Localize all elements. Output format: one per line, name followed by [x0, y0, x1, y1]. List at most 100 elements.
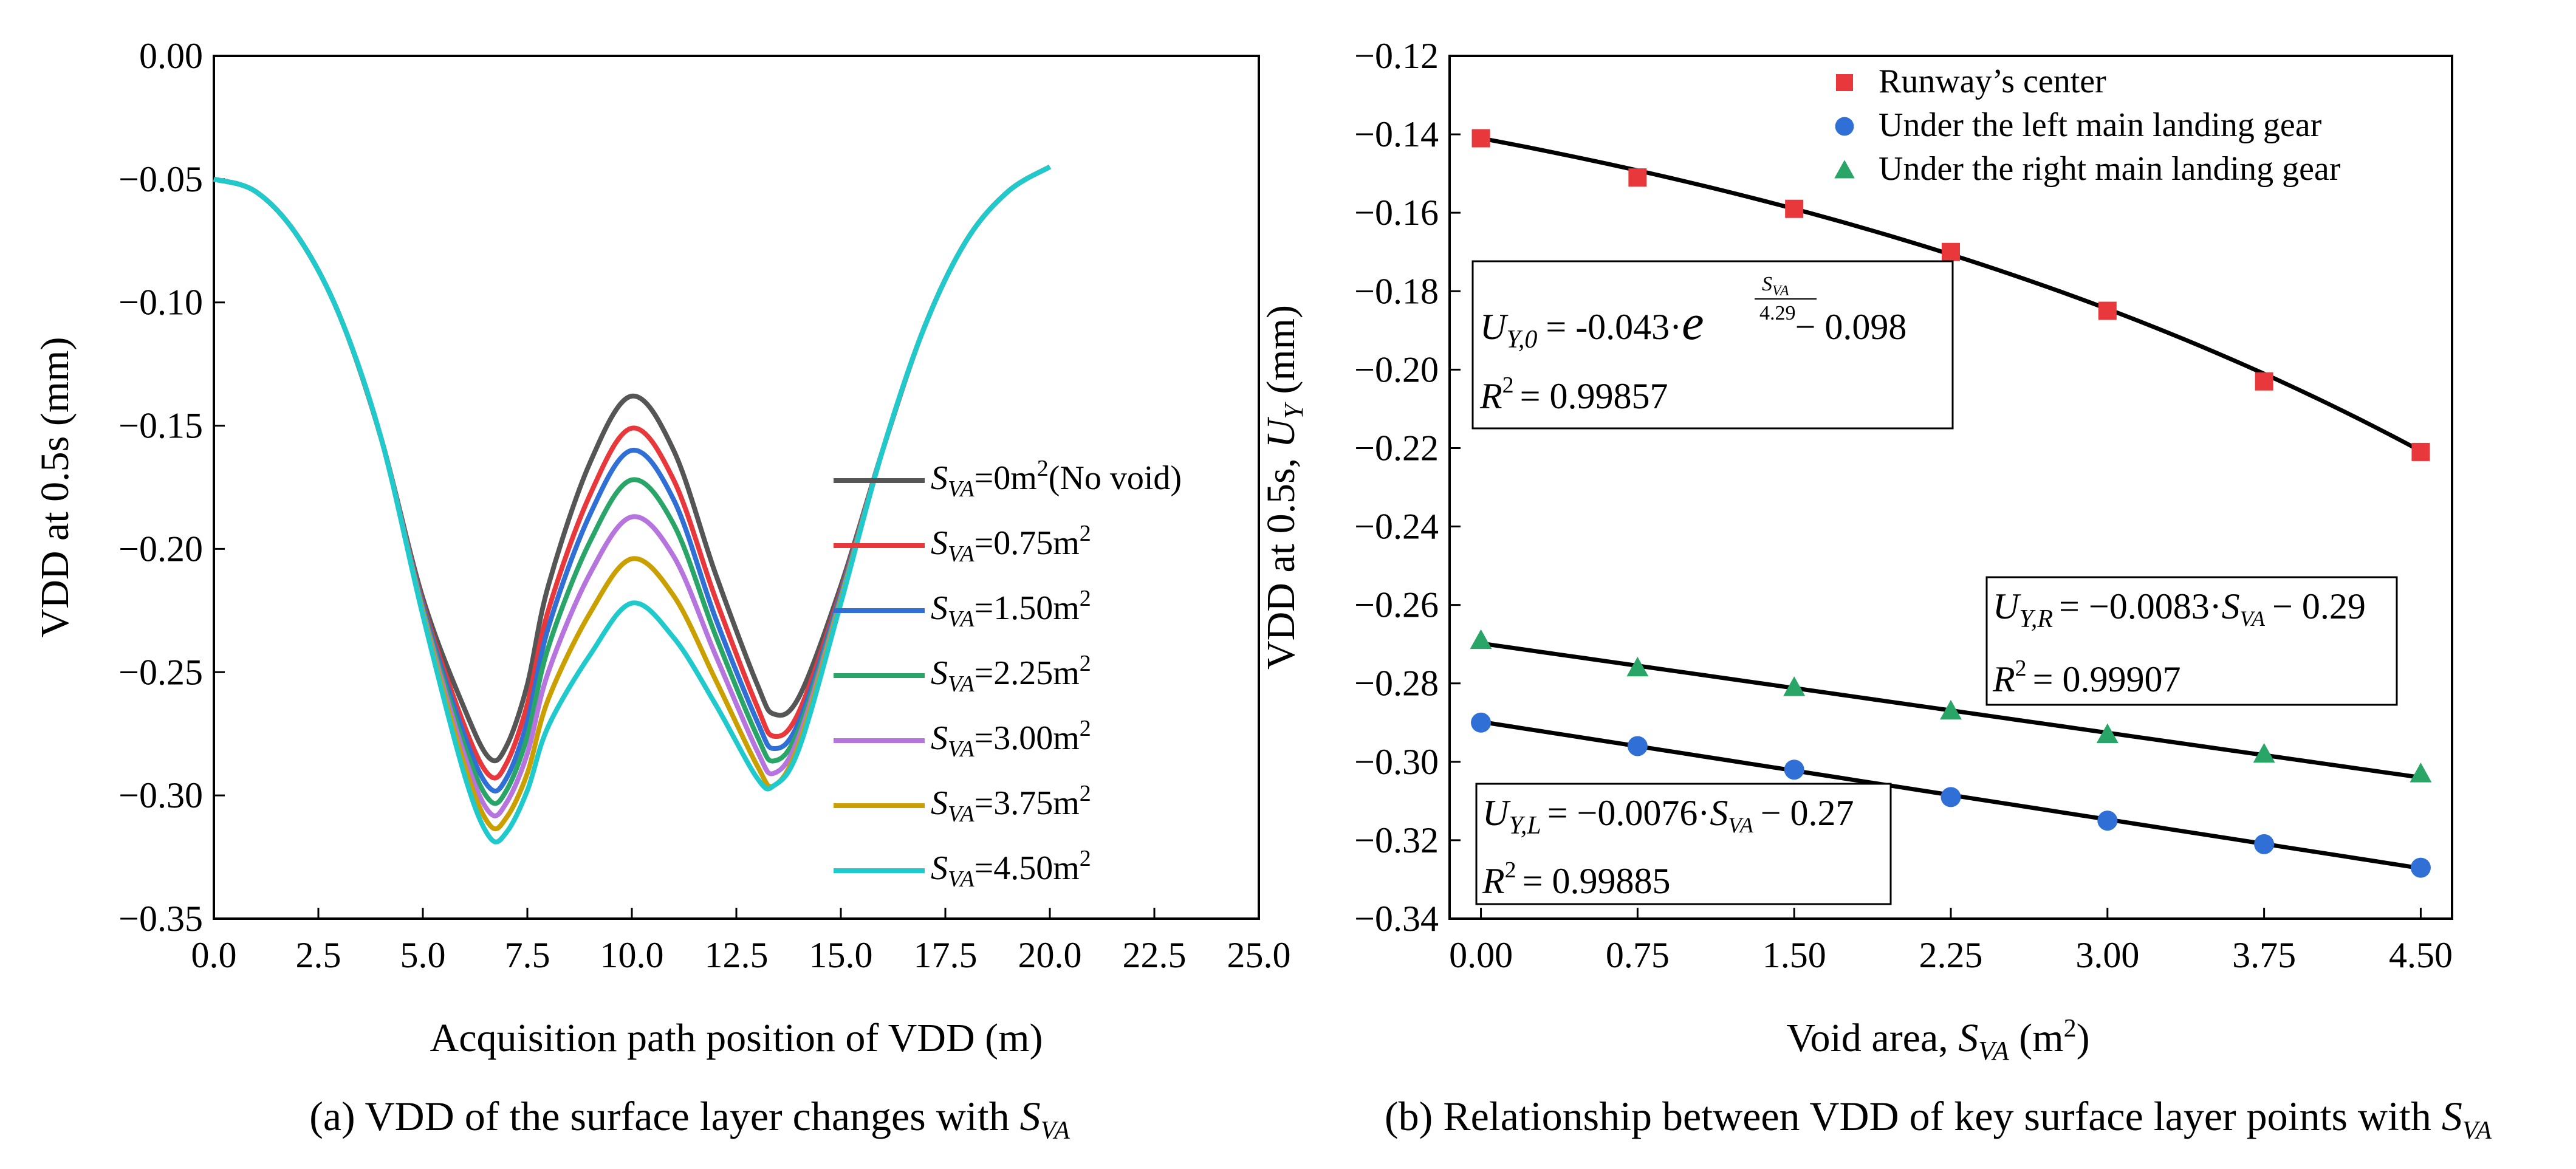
chart-b-y-tick-label: −0.20 [1354, 349, 1439, 389]
chart-a-y-tick-label: −0.20 [118, 529, 203, 569]
chart-b-point-square [2098, 301, 2117, 320]
equation-center-exp-den: 4.29 [1759, 302, 1796, 324]
equation-center-formula: UY,0 = -0.043·e − 0.098 [1480, 295, 1906, 354]
chart-b-x-tick-label: 4.50 [2389, 935, 2453, 975]
chart-a-legend-entry: SVA=0m2(No void) [931, 456, 1182, 502]
chart-b-point-circle [1471, 712, 1492, 733]
chart-b-point-circle [1941, 787, 1961, 807]
chart-a-legend-entry: SVA=3.00m2 [931, 716, 1091, 762]
chart-a: 0.00−0.05−0.10−0.15−0.20−0.25−0.30−0.35 … [33, 36, 1291, 1145]
chart-a-x-tick-label: 15.0 [809, 935, 873, 975]
chart-a-x-tick-label: 22.5 [1123, 935, 1187, 975]
chart-a-series-line-1 [213, 165, 1052, 781]
equation-left-formula: UY,L = −0.0076·SVA − 0.27 [1482, 793, 1854, 840]
chart-b-point-triangle [1783, 676, 1806, 696]
chart-b-point-square [1471, 129, 1490, 148]
chart-b-point-square [1942, 242, 1960, 261]
chart-b-y-tick-label: −0.14 [1354, 114, 1439, 154]
chart-b-y-tick-label: −0.30 [1354, 742, 1439, 782]
chart-b-point-square [1785, 199, 1804, 218]
chart-b-point-triangle [2253, 742, 2275, 763]
chart-b-x-tick-label: 2.25 [1919, 935, 1983, 975]
chart-b-y-axis-label: VDD at 0.5s, UY (mm) [1259, 305, 1309, 670]
chart-b-x-axis-label: Void area, SVA (m2) [1786, 1015, 2089, 1066]
equation-right-formula: UY,R = −0.0083·SVA − 0.29 [1993, 586, 2366, 633]
chart-b-y-tick-label: −0.28 [1354, 663, 1439, 704]
chart-b-legend-entry: Under the left main landing gear [1879, 106, 2322, 144]
equation-box-left: UY,L = −0.0076·SVA − 0.27 R2 = 0.99885 [1475, 783, 1892, 905]
equation-right-r2: R2 = 0.99907 [1992, 656, 2181, 699]
chart-b-point-circle [1627, 736, 1648, 756]
chart-b-point-circle [1784, 759, 1804, 780]
chart-b-legend-marker [1835, 117, 1854, 136]
chart-a-caption: (a) VDD of the surface layer changes wit… [309, 1093, 1070, 1145]
chart-b-point-square [2255, 372, 2273, 391]
chart-a-x-axis-label: Acquisition path position of VDD (m) [430, 1016, 1043, 1060]
chart-b-point-triangle [2096, 723, 2119, 744]
chart-a-y-axis-label: VDD at 0.5s (mm) [33, 337, 77, 638]
chart-b-legend-marker [1836, 74, 1853, 91]
chart-b-x-tick-label: 3.75 [2232, 935, 2296, 975]
chart-b-y-tick-label: −0.32 [1354, 820, 1439, 860]
chart-b-legend-marker [1834, 160, 1855, 179]
chart-b-y-tick-label: −0.24 [1354, 507, 1439, 547]
chart-b-y-tick-label: −0.22 [1354, 428, 1439, 468]
chart-b-y-tick-label: −0.16 [1354, 193, 1439, 233]
equation-box-center: UY,0 = -0.043·e − 0.098 SVA 4.29 R2 = 0.998… [1471, 260, 1954, 430]
chart-b-y-tick-label: −0.26 [1354, 585, 1439, 625]
chart-a-y-tick-label: −0.25 [118, 652, 203, 692]
chart-b-point-triangle [2410, 763, 2432, 783]
chart-b-legend: Runway’s center Under the left main landi… [1834, 63, 2341, 188]
chart-b-y-tick-label: −0.18 [1354, 271, 1439, 311]
chart-a-series-line-3 [213, 165, 1052, 806]
chart-a-legend-entry: SVA=2.25m2 [931, 651, 1091, 697]
chart-b-y-ticks: −0.12 −0.14 −0.16 −0.18 −0.20 −0.22 −0.24 −0.26… [1354, 36, 1461, 939]
chart-b-point-square [2411, 442, 2430, 461]
chart-a-x-tick-label: 12.5 [705, 935, 769, 975]
chart-a-legend-entry: SVA=0.75m2 [931, 521, 1091, 567]
chart-a-legend-entry: SVA=3.75m2 [931, 781, 1091, 827]
chart-a-legend-entry: SVA=4.50m2 [931, 846, 1091, 892]
chart-b-y-tick-label: −0.12 [1354, 36, 1439, 76]
equation-box-right: UY,R = −0.0083·SVA − 0.29 R2 = 0.99907 [1985, 576, 2398, 706]
equation-box-right-frame [1985, 576, 2398, 706]
chart-a-y-tick-label: −0.05 [118, 159, 203, 199]
chart-b-caption: (b) Relationship between VDD of key surf… [1385, 1093, 2492, 1145]
chart-b-point-circle [2097, 811, 2118, 831]
chart-a-x-tick-label: 2.5 [296, 935, 341, 975]
chart-a-x-tick-label: 17.5 [914, 935, 978, 975]
chart-b-legend-entry: Under the right main landing gear [1879, 150, 2341, 188]
chart-a-series-line-4 [213, 165, 1052, 818]
chart-b-point-triangle [1940, 699, 1962, 720]
chart-a-x-tick-label: 0.0 [191, 935, 237, 975]
chart-a-x-tick-label: 25.0 [1227, 935, 1291, 975]
chart-b-x-tick-label: 0.00 [1449, 935, 1513, 975]
chart-a-y-tick-label: 0.00 [139, 36, 203, 76]
chart-a-series-line-5 [213, 165, 1052, 831]
equation-box-center-frame [1471, 260, 1954, 430]
chart-a-x-tick-label: 10.0 [600, 935, 664, 975]
chart-a-y-ticks: 0.00 −0.05 −0.10 −0.15 −0.20 −0.25 −0.30 −0.35 [118, 36, 225, 939]
chart-b-x-tick-label: 0.75 [1606, 935, 1670, 975]
chart-b-x-tick-label: 1.50 [1762, 935, 1826, 975]
chart-b-point-circle [2410, 857, 2431, 878]
chart-a-series-line-0 [213, 165, 1052, 764]
chart-b-point-triangle [1626, 656, 1649, 677]
chart-b-x-tick-label: 3.00 [2075, 935, 2139, 975]
chart-a-x-ticks: 0.0 2.5 5.0 7.5 10.0 12.5 15.0 17.5 20.0 22.5 25.0 [191, 908, 1291, 975]
equation-center-r2: R2 = 0.99857 [1479, 372, 1668, 416]
chart-b-data-points [1470, 129, 2432, 878]
chart-a-y-tick-label: −0.30 [118, 775, 203, 815]
equation-left-r2: R2 = 0.99885 [1482, 857, 1671, 901]
chart-a-legend: SVA=0m2(No void) SVA=0.75m2 SVA=1.50m2 SVA=… [834, 456, 1182, 892]
chart-b-point-triangle [1470, 629, 1492, 650]
chart-a-series-lines [213, 165, 1052, 845]
chart-b-x-ticks: 0.00 0.75 1.50 2.25 3.00 3.75 4.50 [1449, 908, 2453, 975]
chart-b-point-circle [2254, 834, 2275, 854]
chart-a-x-tick-label: 20.0 [1018, 935, 1082, 975]
chart-a-y-tick-label: −0.10 [118, 283, 203, 323]
chart-b-point-square [1628, 168, 1647, 187]
chart-b-y-tick-label: −0.34 [1354, 899, 1439, 939]
chart-b: −0.12 −0.14 −0.16 −0.18 −0.20 −0.22 −0.24 −0.26… [1259, 36, 2492, 1145]
